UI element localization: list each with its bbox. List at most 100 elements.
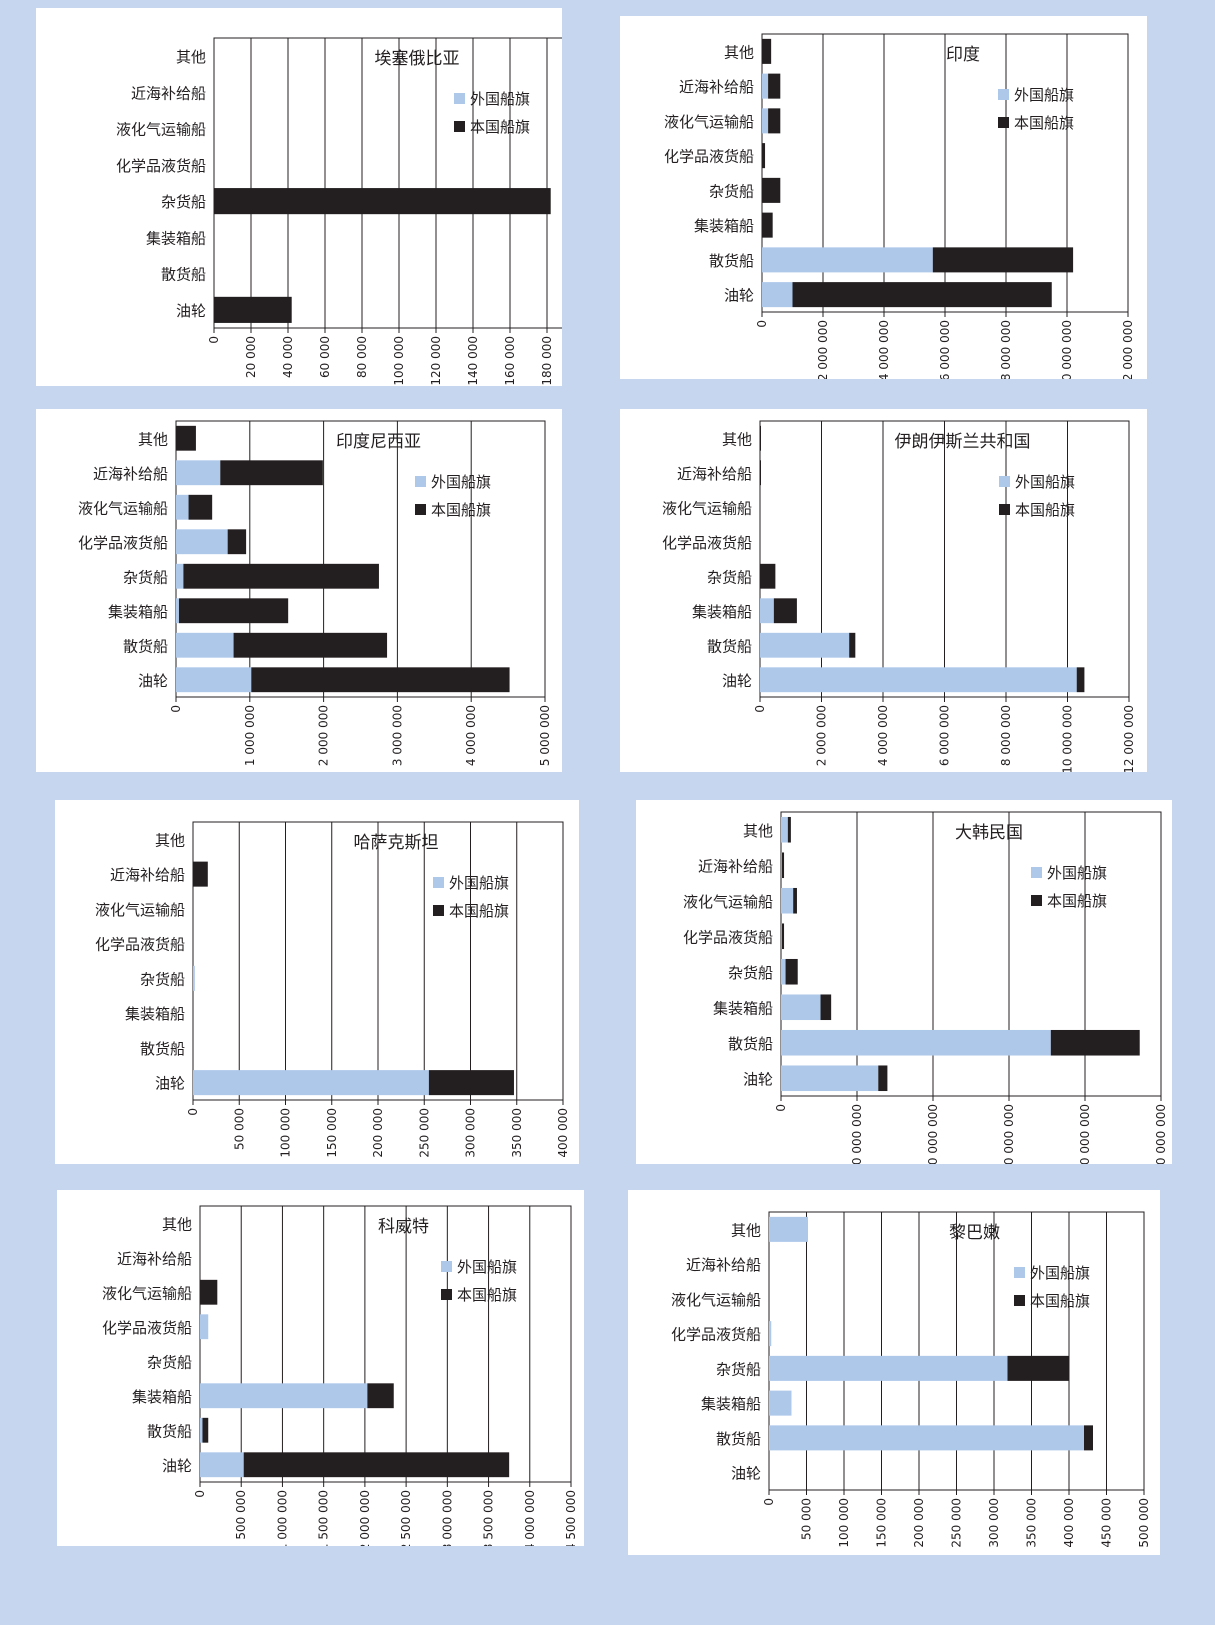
- x-tick-label: 350 000: [510, 1108, 524, 1158]
- category-label: 油轮: [731, 1465, 761, 1483]
- bar-national-flag: [762, 177, 781, 203]
- bar-foreign-flag: [176, 598, 179, 624]
- legend-label: 外国船旗: [470, 90, 530, 108]
- x-tick-label: 20 000 000: [926, 1104, 940, 1164]
- bar-national-flag: [768, 73, 781, 99]
- x-tick-label: 5 000 000: [538, 705, 552, 766]
- x-tick-label: 30 000 000: [1002, 1104, 1016, 1164]
- bar-national-flag: [768, 108, 781, 134]
- category-label: 近海补给船: [698, 857, 773, 875]
- bar-national-flag: [787, 816, 791, 843]
- bar-national-flag: [176, 425, 196, 451]
- category-label: 杂货船: [123, 568, 168, 586]
- chart-svg: 0 20 000 40 000 60 000 80 000 100 000 120 000 1…: [116, 37, 562, 386]
- x-tick-label: 4 000 000: [876, 705, 890, 766]
- legend-label: 外国船旗: [1030, 1264, 1090, 1282]
- legend-swatch-national: [441, 1289, 452, 1300]
- bar-national-flag: [760, 460, 761, 486]
- category-label: 近海补给船: [117, 1250, 192, 1268]
- bar-foreign-flag: [762, 247, 933, 273]
- chart-title: 印度: [946, 45, 980, 65]
- x-tick-label: 1 000 000: [243, 705, 257, 766]
- x-tick-label: 3 000 000: [440, 1490, 454, 1546]
- category-label: 化学品液货船: [662, 534, 752, 552]
- x-tick-label: 0: [762, 1498, 776, 1506]
- category-label: 杂货船: [707, 568, 752, 586]
- category-label: 集装箱船: [701, 1395, 761, 1413]
- category-label: 液化气运输船: [95, 901, 185, 919]
- category-label: 近海补给船: [679, 78, 754, 96]
- category-label: 杂货船: [728, 964, 773, 982]
- bar-national-flag: [781, 923, 785, 950]
- legend-label: 本国船旗: [470, 118, 530, 136]
- x-tick-label: 6 000 000: [938, 320, 952, 379]
- bar-national-flag: [214, 296, 292, 323]
- bar-foreign-flag: [781, 1065, 879, 1092]
- legend-label: 本国船旗: [1047, 892, 1107, 910]
- category-label: 杂货船: [709, 182, 754, 200]
- bar-national-flag: [785, 958, 798, 985]
- bar-national-flag: [762, 38, 772, 64]
- chart-svg: 0 50 000 100 000 150 000 200 000 250 000 300 0…: [95, 821, 570, 1158]
- x-tick-label: 500 000: [1137, 1498, 1151, 1548]
- bar-foreign-flag: [200, 1452, 244, 1478]
- bar-national-flag: [428, 1070, 514, 1096]
- category-label: 其他: [138, 430, 168, 448]
- x-tick-label: 12 000 000: [1122, 705, 1136, 772]
- bar-foreign-flag: [176, 563, 184, 589]
- category-label: 化学品液货船: [664, 148, 754, 166]
- x-tick-label: 100 000: [392, 336, 406, 386]
- bar-national-flag: [792, 282, 1052, 308]
- category-label: 液化气运输船: [683, 893, 773, 911]
- bar-national-flag: [1050, 1029, 1140, 1056]
- x-tick-label: 60 000: [318, 336, 332, 378]
- category-label: 其他: [724, 43, 754, 61]
- chart-svg: 0 500 000 1 000 000 1 500 000 2 000 000 2 500…: [102, 1205, 578, 1546]
- bar-national-flag: [251, 667, 510, 693]
- legend-label: 外国船旗: [1014, 86, 1074, 104]
- bar-national-flag: [1084, 1425, 1093, 1451]
- category-label: 化学品液货船: [95, 936, 185, 954]
- x-tick-label: 2 000 000: [815, 705, 829, 766]
- bar-national-flag: [367, 1383, 394, 1409]
- x-tick-label: 400 000: [556, 1108, 570, 1158]
- category-label: 集装箱船: [694, 217, 754, 235]
- category-label: 集装箱船: [125, 1005, 185, 1023]
- category-label: 化学品液货船: [116, 157, 206, 175]
- x-tick-label: 0: [169, 705, 183, 713]
- chart-title: 科威特: [378, 1217, 429, 1237]
- x-tick-label: 6 000 000: [938, 705, 952, 766]
- category-label: 其他: [731, 1221, 761, 1239]
- plot-area: [780, 811, 1162, 1097]
- chart-panel-kazakhstan: 0 50 000 100 000 150 000 200 000 250 000 300 0…: [55, 800, 579, 1164]
- x-tick-label: 0: [193, 1490, 207, 1498]
- bar-national-flag: [762, 212, 773, 238]
- legend-swatch-foreign: [433, 877, 444, 888]
- chart-title: 哈萨克斯坦: [354, 833, 439, 853]
- x-tick-label: 2 000 000: [358, 1490, 372, 1546]
- category-label: 化学品液货船: [683, 928, 773, 946]
- legend-label: 本国船旗: [1030, 1292, 1090, 1310]
- bar-foreign-flag: [200, 1383, 368, 1409]
- x-tick-label: 0: [207, 336, 221, 344]
- legend-swatch-national: [1031, 895, 1042, 906]
- legend-label: 外国船旗: [1015, 473, 1075, 491]
- x-tick-label: 0: [774, 1104, 788, 1112]
- bar-national-flag: [793, 887, 797, 914]
- bar-national-flag: [188, 494, 213, 520]
- chart-panel-iran: 0 2 000 000 4 000 000 6 000 000 8 000 000 10 …: [620, 409, 1147, 772]
- category-label: 散货船: [123, 637, 168, 655]
- category-label: 其他: [722, 430, 752, 448]
- category-label: 油轮: [724, 287, 754, 305]
- x-tick-label: 50 000: [232, 1108, 246, 1150]
- bar-foreign-flag: [200, 1417, 203, 1443]
- x-tick-label: 0: [755, 320, 769, 328]
- category-label: 集装箱船: [108, 603, 168, 621]
- chart-panel-kuwait: 0 500 000 1 000 000 1 500 000 2 000 000 2 500…: [57, 1190, 584, 1546]
- legend-label: 本国船旗: [457, 1286, 517, 1304]
- bar-foreign-flag: [176, 460, 221, 486]
- x-tick-label: 400 000: [1062, 1498, 1076, 1548]
- x-tick-label: 0: [186, 1108, 200, 1116]
- category-label: 近海补给船: [677, 465, 752, 483]
- x-tick-label: 50 000: [800, 1498, 814, 1540]
